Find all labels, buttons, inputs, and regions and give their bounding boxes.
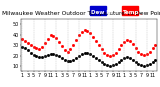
Text: .: . [139,9,141,15]
Text: Milwaukee Weather Outdoor Temperature vs Dew Point (24 Hours): Milwaukee Weather Outdoor Temperature vs… [2,11,160,16]
Text: Temp: Temp [123,10,140,15]
Text: .: . [139,11,141,16]
Text: Dew Pt: Dew Pt [91,10,113,15]
